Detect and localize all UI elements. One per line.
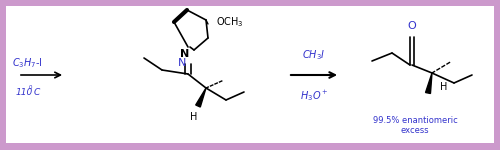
Text: H$_3$O$^+$: H$_3$O$^+$ [300,88,328,103]
Text: CH$_3$I: CH$_3$I [302,48,326,62]
Text: 99.5% enantiomeric
excess: 99.5% enantiomeric excess [372,116,458,135]
FancyBboxPatch shape [6,6,494,142]
Text: C: C [34,88,40,97]
Text: O: O [408,21,416,31]
Text: N: N [178,58,186,68]
Text: $\mathit{C_3H_7}$-I: $\mathit{C_3H_7}$-I [12,56,43,70]
Polygon shape [196,88,206,107]
Text: N: N [180,49,190,59]
Text: H: H [440,82,448,92]
Text: $^0$: $^0$ [28,85,33,94]
Text: 110: 110 [16,88,33,97]
Text: H: H [190,112,198,122]
Text: OCH$_3$: OCH$_3$ [216,15,244,29]
Polygon shape [426,73,432,93]
